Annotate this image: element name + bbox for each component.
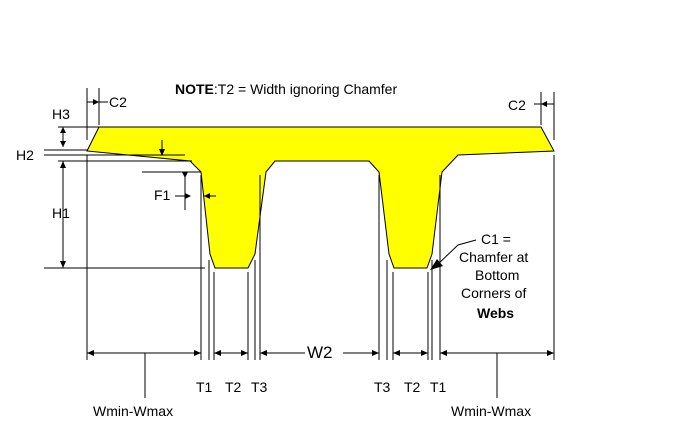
c2-right-arrow — [541, 101, 547, 107]
w2-arrow-r — [372, 350, 379, 356]
c1-line-1: C1 = — [481, 231, 511, 247]
wmin-wmax-label-right: Wmin-Wmax — [451, 403, 531, 419]
t1-label-right: T1 — [430, 379, 447, 395]
h1-arrow-top — [60, 161, 66, 168]
w2-arrow-l — [260, 350, 267, 356]
h3-arrow-top — [60, 127, 66, 133]
f1-arrow-side — [185, 193, 191, 199]
t2a-arrow-r — [241, 350, 248, 356]
beam-section-shape — [86, 126, 555, 269]
c1-line-2: Chamfer at — [459, 249, 528, 265]
c1-line-4: Corners of — [461, 285, 526, 301]
c2-right-label: C2 — [508, 97, 526, 113]
c1-leader-line — [435, 239, 477, 267]
f1-label: F1 — [154, 187, 171, 203]
c2-left-label: C2 — [109, 94, 127, 110]
wmin-wmax-label-left: Wmin-Wmax — [93, 403, 173, 419]
wmin-right-arrow-l — [440, 350, 447, 356]
h3-arrow-bottom — [60, 141, 66, 147]
t2-label-left: T2 — [225, 379, 242, 395]
t1-label-left: T1 — [196, 379, 213, 395]
c1-line-5: Webs — [477, 305, 514, 321]
wmin-left-arrow-r — [194, 350, 201, 356]
f1-web-arrow — [204, 193, 210, 199]
wmin-right-arrow-r — [547, 350, 554, 356]
t2-label-right: T2 — [404, 379, 421, 395]
t2b-arrow-r — [421, 350, 428, 356]
t3-label-left: T3 — [251, 379, 268, 395]
note-rest: :T2 = Width ignoring Chamfer — [214, 81, 398, 97]
c1-leader-arrow — [430, 259, 443, 270]
note-text: NOTE:T2 = Width ignoring Chamfer — [175, 81, 397, 97]
note-bold: NOTE — [175, 81, 214, 97]
t2a-arrow-l — [214, 350, 221, 356]
h3-label: H3 — [52, 106, 70, 122]
t3-label-right: T3 — [374, 379, 391, 395]
f1-arrow-top — [182, 172, 188, 178]
c1-line-3: Bottom — [475, 267, 519, 283]
c2-left-arrow — [93, 99, 99, 105]
h1-arrow-bottom — [60, 261, 66, 268]
wmin-left-arrow-l — [87, 350, 94, 356]
h2-pointer-arrow — [159, 149, 165, 156]
h1-label: H1 — [52, 205, 70, 221]
t2b-arrow-l — [393, 350, 400, 356]
h2-label: H2 — [16, 147, 34, 163]
w2-label: W2 — [307, 343, 333, 362]
